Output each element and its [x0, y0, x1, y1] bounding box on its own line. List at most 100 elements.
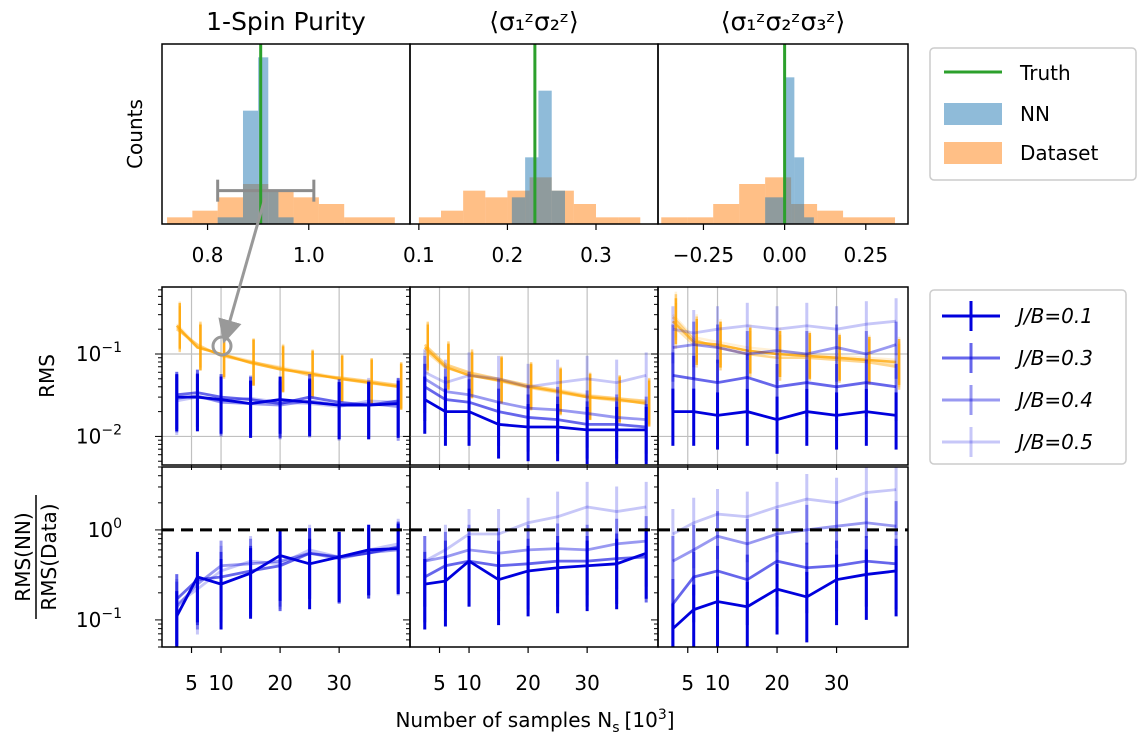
y-tick-exponent: 0 [113, 516, 122, 532]
x-tick-label: 1.0 [293, 243, 325, 267]
dataset-bin [369, 217, 395, 224]
x-tick-label: 0.8 [192, 243, 224, 267]
dataset-bin [661, 217, 688, 224]
x-tick-label: 10 [456, 671, 481, 695]
data-rms-line [175, 323, 399, 389]
x-tick-label: −0.25 [673, 243, 734, 267]
xlabel-unit-exp: 3 [658, 707, 667, 723]
nn-line [424, 555, 647, 579]
ratio-panel-0 [162, 518, 410, 647]
data-rms-line [671, 316, 897, 369]
x-tick-label: 0.1 [403, 243, 435, 267]
dataset-bin [293, 197, 319, 224]
data-rms-line [175, 326, 399, 388]
nn-bin [551, 190, 565, 224]
legend-bottom-frame [929, 289, 1127, 465]
nn-bin [511, 197, 526, 224]
x-tick-label: 20 [267, 671, 292, 695]
nn-bin [784, 77, 795, 224]
data-rms-line [423, 343, 647, 403]
xlabel-unit-suffix: ] [667, 708, 675, 732]
dataset-bin [869, 217, 896, 224]
y-tick-label: 10−1 [76, 606, 122, 632]
dataset-bin [573, 204, 596, 224]
dataset-bin [318, 204, 345, 224]
nn-bin [804, 217, 814, 224]
dataset-bin [441, 210, 464, 224]
histogram-2 [661, 44, 896, 224]
x-tick-label: 5 [185, 671, 198, 695]
nn-line [176, 395, 399, 409]
x-tick-label: 30 [574, 671, 599, 695]
x-tick-label: 0.25 [844, 243, 889, 267]
legend-dataset-swatch [944, 142, 1002, 164]
nn-bin [538, 90, 552, 224]
ylabel-counts: Counts [123, 99, 147, 169]
x-tick-label: 30 [326, 671, 351, 695]
nn-line [175, 548, 399, 608]
x-tick-label: 0.3 [580, 243, 612, 267]
annotation-arrow [218, 197, 267, 344]
nn-line [671, 569, 897, 630]
y-tick-base: 10 [76, 608, 101, 632]
y-tick-base: 10 [76, 424, 101, 448]
y-tick-exponent: −1 [101, 606, 122, 622]
ylabel-ratio-denominator: RMS(Data) [37, 503, 61, 610]
ylabel-rms: RMS [35, 354, 59, 398]
nn-bin [525, 157, 539, 224]
legend-series-label: J/B=0.4 [1014, 388, 1093, 412]
x-tick-label: 30 [824, 671, 849, 695]
nn-bin [268, 190, 279, 224]
dataset-bin [485, 197, 508, 224]
legend-nn-label: NN [1020, 102, 1050, 126]
data-rms-line [176, 328, 399, 387]
nn-line [424, 377, 647, 421]
legend-top: Truth NN Dataset [929, 47, 1137, 181]
x-tick-label: 20 [515, 671, 540, 695]
rms-panel-2 [658, 287, 908, 465]
rms-panel-0 [162, 287, 410, 465]
legend-dataset-label: Dataset [1020, 141, 1098, 165]
dataset-bin [192, 210, 218, 224]
nn-line [424, 505, 647, 563]
legend-series-label: J/B=0.3 [1014, 346, 1093, 370]
annotation-circle [211, 335, 233, 357]
y-tick-exponent: −1 [101, 340, 122, 356]
data-rms-line [672, 324, 897, 366]
dataset-bin [418, 217, 441, 224]
data-rms-line [175, 324, 399, 389]
xlabel: Number of samples Ns [103] [395, 707, 674, 736]
histogram-panels: 0.8 1.0 0.1 0.2 0.3 −0.25 0.00 0.25 [161, 43, 909, 267]
data-rms-line [423, 346, 647, 405]
legend-truth-label: Truth [1019, 61, 1071, 85]
legend-series-label: J/B=0.1 [1014, 304, 1093, 328]
dataset-bin [713, 204, 740, 224]
xlabel-sub: s [612, 720, 619, 736]
nn-line [672, 343, 897, 356]
dataset-bin [817, 210, 844, 224]
nn-bin [278, 217, 294, 224]
data-rms-line [423, 345, 647, 404]
title-zzz: ⟨σ₁ᶻσ₂ᶻσ₃ᶻ⟩ [721, 7, 846, 36]
x-tick-label: 5 [433, 671, 446, 695]
nn-bin [242, 110, 259, 224]
y-tick-label: 100 [88, 516, 122, 542]
dataset-bin [687, 217, 714, 224]
nn-bin [765, 197, 785, 224]
nn-line [671, 559, 897, 605]
y-tick-base: 10 [88, 518, 113, 542]
y-tick-label: 10−1 [76, 340, 122, 366]
dataset-bin [739, 184, 766, 224]
x-tick-label: 0.00 [762, 243, 807, 267]
histogram-1 [418, 44, 641, 224]
y-tick-exponent: −2 [101, 422, 122, 438]
dataset-bin [843, 217, 870, 224]
panel-frame [657, 286, 909, 466]
nn-line [672, 410, 897, 422]
panel-frame [657, 466, 909, 648]
nn-line [175, 542, 399, 606]
nn-line [672, 374, 897, 389]
y-tick-base: 10 [76, 342, 101, 366]
xlabel-unit-prefix: [10 [625, 708, 658, 732]
ratio-panel-2 [658, 467, 908, 647]
